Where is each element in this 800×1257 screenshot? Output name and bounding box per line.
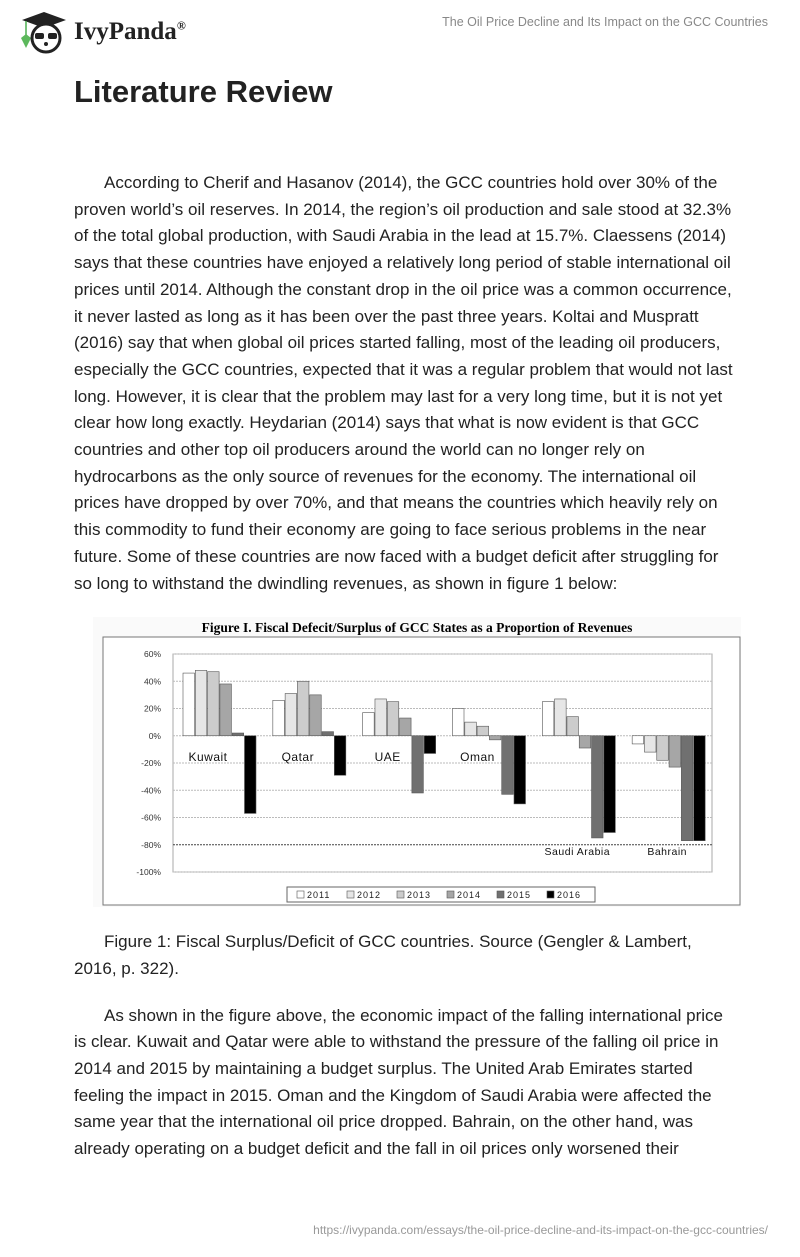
bar-2011 <box>542 701 555 737</box>
bar-2015 <box>321 731 334 737</box>
brand-name: IvyPanda <box>74 18 177 45</box>
category-label: Oman <box>460 750 495 764</box>
bar-2012 <box>284 693 297 737</box>
chart-title: Figure I. Fiscal Defecit/Surplus of GCC … <box>202 620 633 635</box>
legend-label: 2012 <box>357 890 381 900</box>
bar-2015 <box>501 735 514 795</box>
category-label: Kuwait <box>188 750 227 764</box>
bar-2015 <box>411 735 424 794</box>
y-tick-label: -100% <box>136 867 161 877</box>
bar-2012 <box>195 670 208 737</box>
bar-2012 <box>644 735 657 753</box>
paragraph: As shown in the figure above, the econom… <box>74 1005 723 1159</box>
bar-2012 <box>464 722 477 737</box>
article-body: Literature Review According to Cherif an… <box>0 74 800 1163</box>
bar-2011 <box>362 712 375 737</box>
legend-label: 2014 <box>457 890 481 900</box>
bar-2016 <box>334 735 347 776</box>
bar-2015 <box>591 735 604 839</box>
y-tick-label: 20% <box>144 704 161 714</box>
category-label: UAE <box>375 750 401 764</box>
legend-swatch-2013 <box>396 890 405 899</box>
legend <box>286 886 596 903</box>
bar-2014 <box>219 683 232 737</box>
bar-2014 <box>309 694 322 737</box>
bar-2013 <box>297 681 310 737</box>
bar-2012 <box>554 698 567 737</box>
bar-2016 <box>693 735 706 842</box>
legend-swatch-2015 <box>496 890 505 899</box>
page-heading: Literature Review <box>74 74 333 109</box>
figure-caption: Figure 1: Fiscal Surplus/Deficit of GCC … <box>74 932 692 978</box>
category-label: Bahrain <box>647 846 687 858</box>
document-title: The Oil Price Decline and Its Impact on … <box>442 15 768 29</box>
bar-2012 <box>374 698 387 737</box>
bar-2016 <box>244 735 257 814</box>
site-header: IvyPanda® The Oil Price Decline and Its … <box>0 0 800 60</box>
bar-2013 <box>207 671 220 737</box>
bar-2015 <box>681 735 694 842</box>
bar-2011 <box>182 673 195 737</box>
legend-label: 2013 <box>407 890 431 900</box>
y-tick-label: 0% <box>149 731 162 741</box>
bar-2011 <box>631 735 644 745</box>
panda-graduate-icon <box>21 12 66 54</box>
category-label: Qatar <box>282 750 315 764</box>
bar-2014 <box>578 735 592 749</box>
y-tick-label: -20% <box>141 758 161 768</box>
bar-2013 <box>566 716 579 737</box>
legend-swatch-2016 <box>546 890 555 899</box>
y-tick-label: -80% <box>141 840 161 850</box>
bar-2013 <box>386 701 400 737</box>
bar-2011 <box>272 700 285 737</box>
bar-2014 <box>668 735 681 768</box>
y-tick-label: 60% <box>144 649 161 659</box>
paragraph: According to Cherif and Hasanov (2014), … <box>74 173 733 593</box>
source-url-link[interactable]: https://ivypanda.com/essays/the-oil-pric… <box>313 1222 768 1237</box>
legend-swatch-2011 <box>296 890 305 899</box>
bar-2016 <box>423 735 436 755</box>
registered-mark: ® <box>176 18 186 33</box>
legend-label: 2016 <box>557 890 581 900</box>
y-tick-label: -60% <box>141 813 161 823</box>
legend-label: 2015 <box>507 890 531 900</box>
y-tick-label: -40% <box>141 786 161 796</box>
bar-chart: Figure I. Fiscal Defecit/Surplus of GCC … <box>93 617 741 908</box>
legend-label: 2011 <box>307 890 330 900</box>
bar-2014 <box>489 735 502 741</box>
legend-swatch-2014 <box>446 890 455 899</box>
bar-2014 <box>399 717 412 737</box>
ivypanda-logo[interactable]: IvyPanda® <box>18 10 186 54</box>
category-label: Saudi Arabia <box>545 846 611 858</box>
bar-2016 <box>513 735 526 805</box>
legend-swatch-2012 <box>346 890 355 899</box>
bar-2013 <box>476 726 489 737</box>
bar-2015 <box>231 732 244 737</box>
bar-2016 <box>603 735 616 834</box>
bar-2013 <box>656 735 669 761</box>
bar-2011 <box>452 708 465 737</box>
y-tick-label: 40% <box>144 677 161 687</box>
